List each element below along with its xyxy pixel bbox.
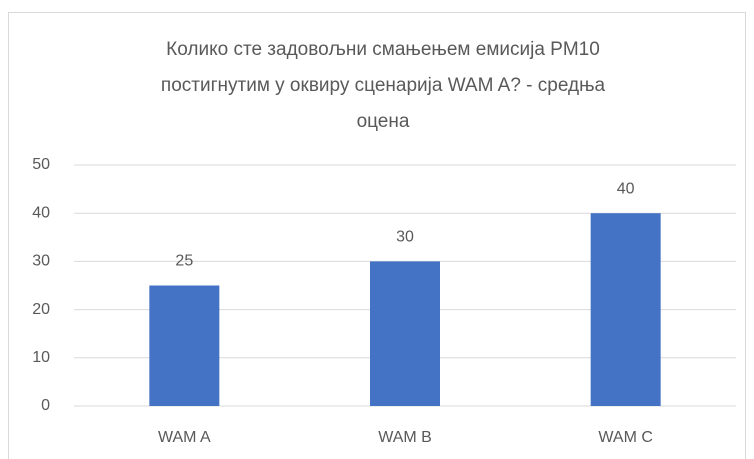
data-label: 30: [396, 229, 414, 246]
chart-frame: [8, 12, 746, 459]
bar: [590, 213, 661, 406]
y-tick-label: 10: [32, 349, 50, 366]
chart-title: Колико сте задовољни смањењем емисија PM…: [160, 39, 606, 132]
x-tick-label: WAM A: [158, 429, 211, 446]
data-label: 25: [175, 253, 193, 270]
y-tick-label: 50: [32, 156, 50, 173]
x-tick-label: WAM B: [378, 429, 432, 446]
bar: [149, 285, 220, 406]
y-tick-label: 40: [32, 204, 50, 221]
y-tick-label: 0: [41, 397, 50, 414]
data-label: 40: [617, 180, 635, 197]
y-tick-label: 30: [32, 253, 50, 270]
y-tick-label: 20: [32, 301, 50, 318]
x-tick-label: WAM C: [598, 429, 653, 446]
bar: [370, 261, 440, 406]
